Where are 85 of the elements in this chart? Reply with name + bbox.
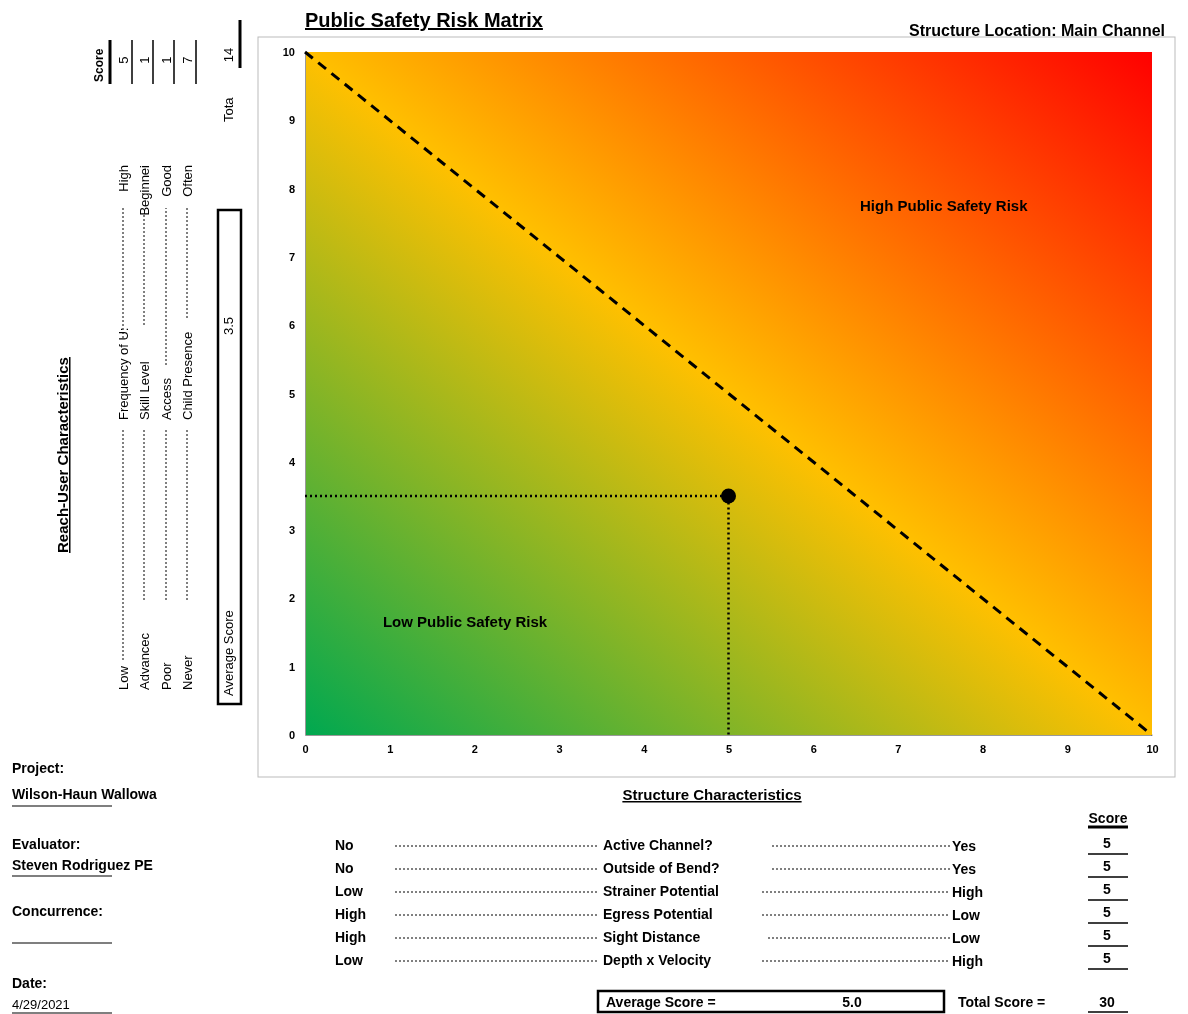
- text: Concurrence:: [12, 903, 104, 919]
- y-tick-label: 6: [288, 319, 295, 332]
- chart-subtitle: Structure Location: Main Channel: [908, 22, 1165, 39]
- text: Low: [116, 665, 131, 690]
- text: Sight Distance: [603, 929, 701, 945]
- text: Yes: [952, 838, 977, 854]
- x-tick-label: 0: [302, 742, 309, 755]
- text: Never: [180, 654, 195, 690]
- text: 5: [116, 56, 131, 64]
- text: Frequency of U:: [116, 327, 131, 420]
- text: Child Presence: [180, 331, 195, 420]
- x-tick-label: 5: [725, 742, 733, 755]
- text: Good: [159, 165, 174, 197]
- text: Often: [180, 165, 195, 197]
- text: 3.5: [221, 316, 236, 336]
- text: 5.0: [842, 994, 862, 1010]
- x-tick-label: 6: [810, 742, 817, 755]
- text: Depth x Velocity: [603, 952, 712, 968]
- text: Beginnei: [137, 164, 152, 216]
- text: Reach-User Characteristics: [54, 357, 71, 553]
- text: Wilson-Haun Wallowa: [12, 786, 158, 802]
- text: Evaluator:: [12, 836, 81, 852]
- text: Advancec: [137, 632, 152, 690]
- y-tick-label: 3: [288, 524, 295, 537]
- y-tick-label: 5: [288, 387, 295, 400]
- text: Low: [335, 883, 364, 899]
- text: High: [116, 165, 131, 192]
- x-tick-label: 2: [471, 742, 478, 755]
- text: Score: [92, 48, 106, 82]
- text: Date:: [12, 975, 48, 991]
- text: No: [335, 860, 354, 876]
- text: Score: [1088, 810, 1128, 826]
- text: Tota: [221, 96, 236, 122]
- text: Total Score =: [958, 994, 1046, 1010]
- x-tick-label: 10: [1146, 742, 1159, 755]
- x-tick-label: 3: [556, 742, 563, 755]
- text: 1: [137, 56, 152, 64]
- text: High: [335, 906, 367, 922]
- x-tick-label: 4: [641, 742, 649, 755]
- text: 5: [1103, 881, 1112, 897]
- x-tick-label: 7: [895, 742, 902, 755]
- y-tick-label: 1: [288, 660, 295, 673]
- text: Low: [952, 907, 981, 923]
- text: Access: [159, 377, 174, 420]
- text: 14: [221, 47, 236, 63]
- y-tick-label: 2: [288, 592, 295, 605]
- text: Active Channel?: [603, 837, 713, 853]
- text: 5: [1103, 858, 1112, 874]
- text: Skill Level: [137, 361, 152, 420]
- text: Average Score: [221, 610, 236, 696]
- text: Steven Rodriguez PE: [12, 857, 153, 873]
- y-tick-label: 10: [282, 46, 295, 59]
- text: 5: [1103, 835, 1112, 851]
- text: Outside of Bend?: [603, 860, 720, 876]
- chart-title: Public Safety Risk Matrix: [305, 9, 543, 31]
- text: Low: [952, 930, 981, 946]
- text: 5: [1103, 927, 1112, 943]
- text: 5: [1103, 904, 1112, 920]
- x-tick-label: 8: [980, 742, 987, 755]
- text: Strainer Potential: [603, 883, 719, 899]
- annotation: High Public Safety Risk: [860, 197, 1029, 214]
- y-tick-label: 7: [288, 250, 295, 263]
- text: Low: [335, 952, 364, 968]
- text: 30: [1099, 994, 1115, 1010]
- text: High: [952, 953, 984, 969]
- text: 4/29/2021: [12, 997, 70, 1012]
- x-tick-label: 1: [387, 742, 394, 755]
- text: Poor: [159, 661, 174, 690]
- text: No: [335, 837, 354, 853]
- y-tick-label: 8: [288, 182, 295, 195]
- x-axis-title: Structure Characteristics: [622, 786, 802, 803]
- text: 1: [159, 56, 174, 64]
- y-tick-label: 9: [288, 114, 295, 127]
- text: 7: [180, 56, 195, 64]
- y-tick-label: 0: [288, 729, 295, 742]
- text: High: [952, 884, 984, 900]
- y-tick-label: 4: [288, 455, 296, 468]
- annotation: Low Public Safety Risk: [382, 613, 548, 630]
- text: Egress Potential: [603, 906, 713, 922]
- text: 5: [1103, 950, 1112, 966]
- text: High: [335, 929, 367, 945]
- text: Project:: [12, 760, 65, 776]
- x-tick-label: 9: [1064, 742, 1071, 755]
- text: Average Score =: [606, 994, 716, 1010]
- text: Yes: [952, 861, 977, 877]
